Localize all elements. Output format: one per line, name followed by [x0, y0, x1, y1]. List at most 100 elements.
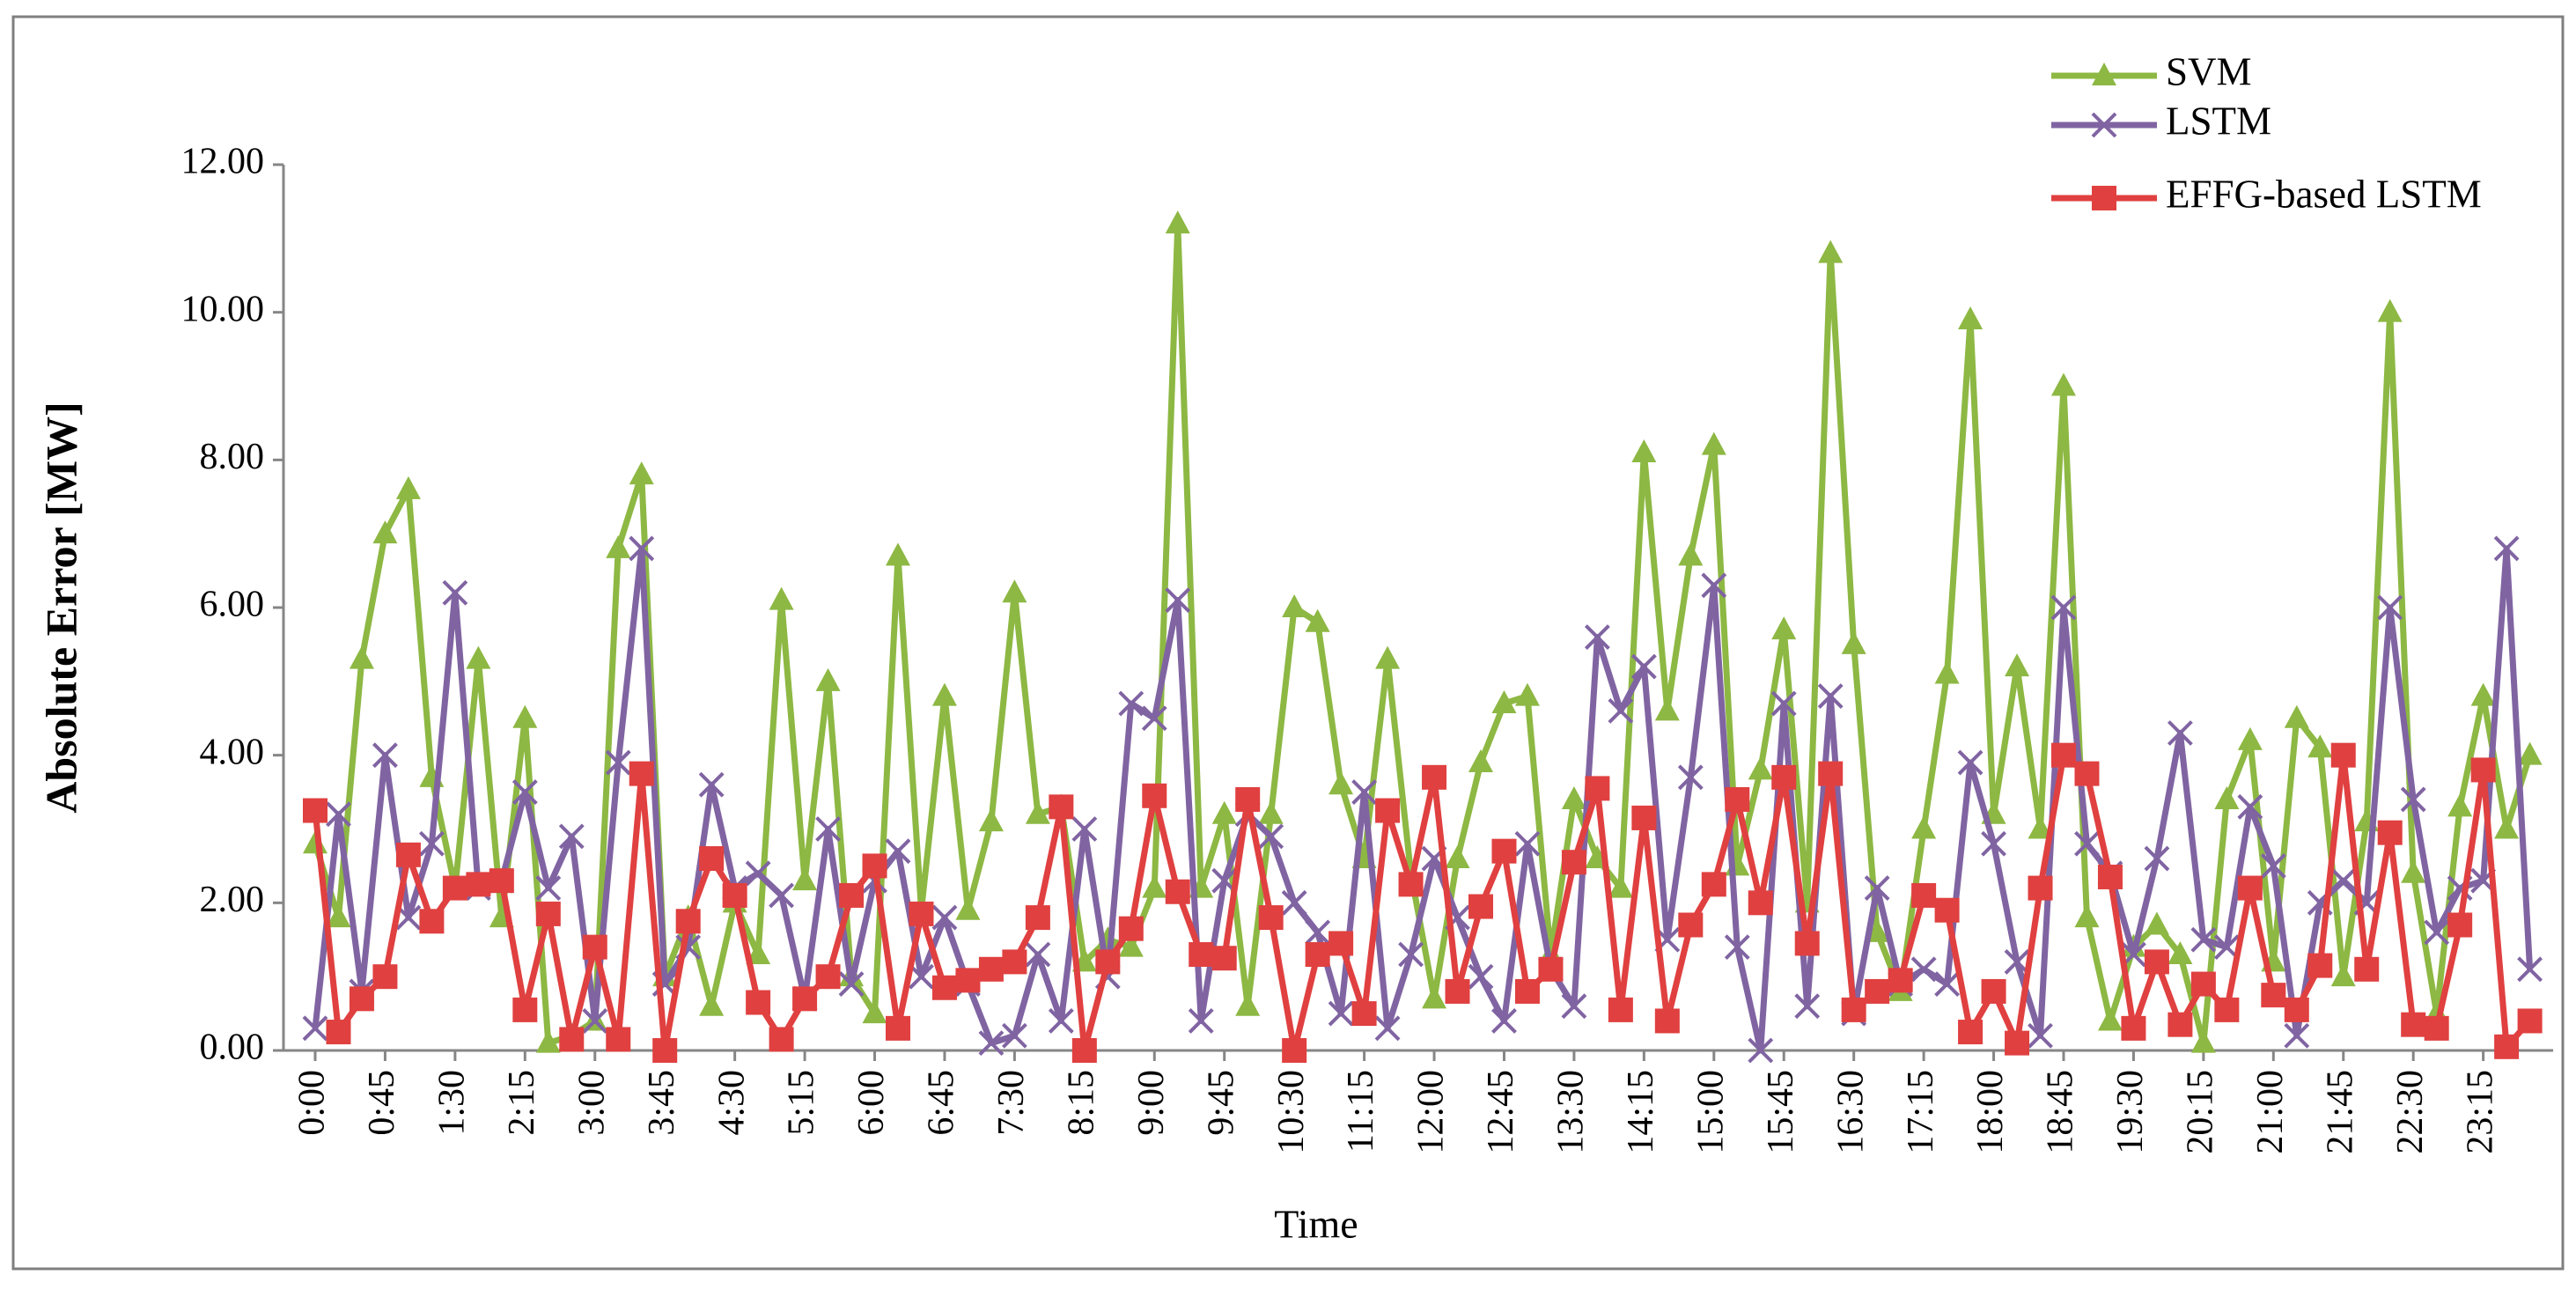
marker — [746, 941, 771, 965]
marker — [1468, 749, 1493, 773]
marker — [2424, 1015, 2449, 1041]
marker — [1678, 912, 1704, 938]
marker — [372, 520, 398, 544]
marker — [675, 909, 701, 934]
marker — [1584, 624, 1610, 650]
marker — [1165, 587, 1191, 614]
marker — [629, 461, 654, 485]
marker — [2168, 1012, 2193, 1037]
marker — [1374, 1015, 1401, 1042]
marker — [512, 704, 538, 728]
marker — [2260, 853, 2286, 879]
marker — [1888, 968, 1913, 993]
marker — [1818, 240, 1844, 263]
marker — [886, 1015, 910, 1041]
marker — [2005, 1030, 2030, 1056]
marker — [326, 904, 351, 928]
marker — [1281, 889, 1307, 916]
marker — [815, 964, 841, 990]
x-tick-label: 9:00 — [1131, 1070, 1172, 1136]
marker — [931, 975, 957, 1000]
marker — [1934, 897, 1960, 923]
marker — [2354, 956, 2380, 982]
y-tick-label: 12.00 — [181, 142, 265, 182]
marker — [2377, 594, 2403, 621]
marker — [2493, 535, 2520, 562]
marker — [1491, 689, 1517, 713]
marker — [303, 798, 328, 823]
marker — [2144, 911, 2169, 935]
marker — [1841, 997, 1866, 1022]
marker — [815, 816, 841, 842]
marker — [1910, 956, 1937, 983]
x-tick-label: 18:45 — [2041, 1070, 2081, 1154]
marker — [885, 838, 911, 865]
marker — [1235, 992, 1261, 1016]
marker — [372, 964, 398, 990]
marker — [1770, 690, 1797, 717]
marker — [326, 801, 351, 828]
marker — [2121, 1015, 2146, 1041]
x-tick-label: 12:00 — [1411, 1070, 1452, 1154]
marker — [1118, 933, 1144, 957]
marker — [2424, 919, 2450, 946]
marker — [909, 901, 934, 926]
marker — [512, 997, 538, 1022]
marker — [2074, 761, 2100, 786]
marker — [2028, 875, 2053, 901]
x-tick-label: 16:30 — [1830, 1070, 1871, 1154]
marker — [2028, 815, 2053, 839]
y-tick-label: 10.00 — [181, 289, 265, 329]
marker — [558, 823, 585, 850]
marker — [1211, 800, 1237, 824]
marker — [1445, 978, 1470, 1004]
marker — [559, 1027, 585, 1052]
x-tick-label: 13:30 — [1551, 1070, 1592, 1154]
marker — [1864, 875, 1890, 901]
marker — [2261, 983, 2286, 1008]
x-tick-label: 10:30 — [1271, 1070, 1312, 1154]
marker — [2190, 1029, 2216, 1053]
legend-label: SVM — [2166, 49, 2252, 93]
marker — [2447, 912, 2473, 938]
marker — [2330, 742, 2356, 768]
marker — [978, 956, 1004, 982]
marker — [1701, 872, 1726, 897]
marker — [1282, 594, 1307, 617]
marker — [1701, 572, 1727, 599]
marker — [1398, 941, 1424, 968]
x-axis-title: Time — [1274, 1202, 1358, 1247]
legend-marker — [2091, 112, 2117, 138]
marker — [2074, 830, 2100, 857]
marker — [1001, 1022, 1027, 1049]
marker — [2284, 1022, 2310, 1049]
marker — [1748, 1037, 1774, 1064]
marker — [1585, 776, 1610, 801]
marker — [2401, 859, 2426, 883]
marker — [931, 904, 958, 931]
x-tick-label: 15:45 — [1761, 1070, 1801, 1154]
marker — [2517, 956, 2543, 983]
marker — [1375, 798, 1401, 823]
marker — [2097, 864, 2123, 889]
marker — [1608, 874, 1633, 898]
marker — [606, 534, 631, 558]
marker — [1351, 1001, 1377, 1027]
x-tick-label: 14:15 — [1621, 1070, 1661, 1154]
marker — [2330, 867, 2357, 894]
marker — [1911, 882, 1937, 908]
marker — [1491, 838, 1517, 864]
marker — [1258, 905, 1284, 931]
marker — [1141, 705, 1167, 732]
marker — [442, 875, 467, 901]
marker — [2005, 653, 2030, 677]
marker — [629, 761, 654, 786]
marker — [2400, 786, 2426, 813]
x-tick-label: 18:00 — [1970, 1070, 2011, 1154]
marker — [1561, 850, 1586, 875]
marker — [978, 1030, 1005, 1057]
x-tick-label: 7:30 — [991, 1070, 1032, 1136]
marker — [909, 963, 934, 990]
marker — [2284, 997, 2309, 1022]
marker — [1608, 697, 1634, 724]
